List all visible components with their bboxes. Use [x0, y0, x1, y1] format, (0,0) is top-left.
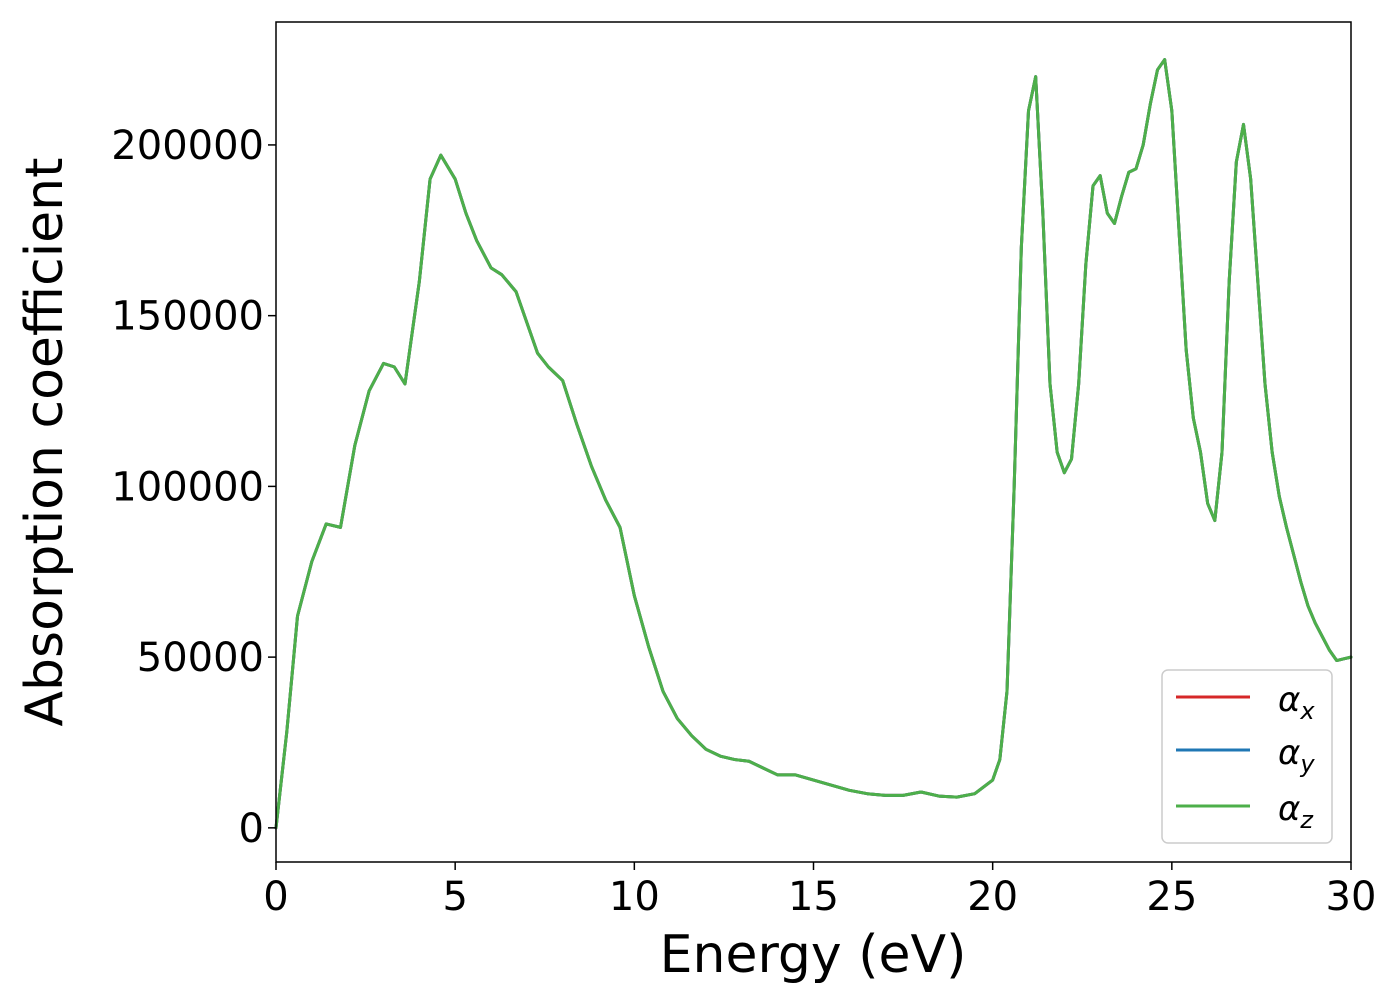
- legend-subscript-x: x: [1299, 697, 1315, 725]
- y-tick-label: 0: [239, 806, 264, 852]
- legend-label-alpha-y: αy: [1278, 733, 1315, 778]
- x-axis-label: Energy (eV): [660, 925, 967, 985]
- x-axis-ticks: 0 5 10 15 20 25 30: [263, 862, 1376, 920]
- legend-label-alpha-x: αx: [1278, 680, 1315, 725]
- y-tick-label: 200000: [111, 123, 264, 169]
- y-tick-label: 100000: [111, 464, 264, 510]
- legend-box: [1161, 669, 1333, 844]
- legend-symbol-alpha-z: α: [1278, 789, 1300, 829]
- x-tick-label: 0: [263, 874, 288, 920]
- legend-symbol-alpha-x: α: [1278, 680, 1300, 720]
- legend-symbol-alpha-y: α: [1278, 733, 1300, 773]
- y-tick-label: 50000: [137, 635, 264, 681]
- legend: αx αy αz: [1161, 669, 1333, 844]
- legend-label-alpha-z: αz: [1278, 789, 1314, 834]
- x-tick-label: 10: [609, 874, 660, 920]
- plot-area: [274, 21, 1353, 863]
- legend-subscript-z: z: [1299, 806, 1314, 834]
- x-tick-label: 30: [1326, 874, 1377, 920]
- y-axis-label: Absorption coefficient: [15, 157, 75, 726]
- x-tick-label: 5: [442, 874, 467, 920]
- legend-subscript-y: y: [1299, 750, 1315, 778]
- x-tick-label: 25: [1146, 874, 1197, 920]
- x-tick-label: 15: [788, 874, 839, 920]
- series-lines: [274, 58, 1353, 830]
- y-tick-label: 150000: [111, 294, 264, 340]
- series-line-z: [274, 58, 1353, 830]
- y-axis-ticks: 0 50000 100000 150000 200000: [111, 123, 276, 852]
- x-tick-label: 20: [967, 874, 1018, 920]
